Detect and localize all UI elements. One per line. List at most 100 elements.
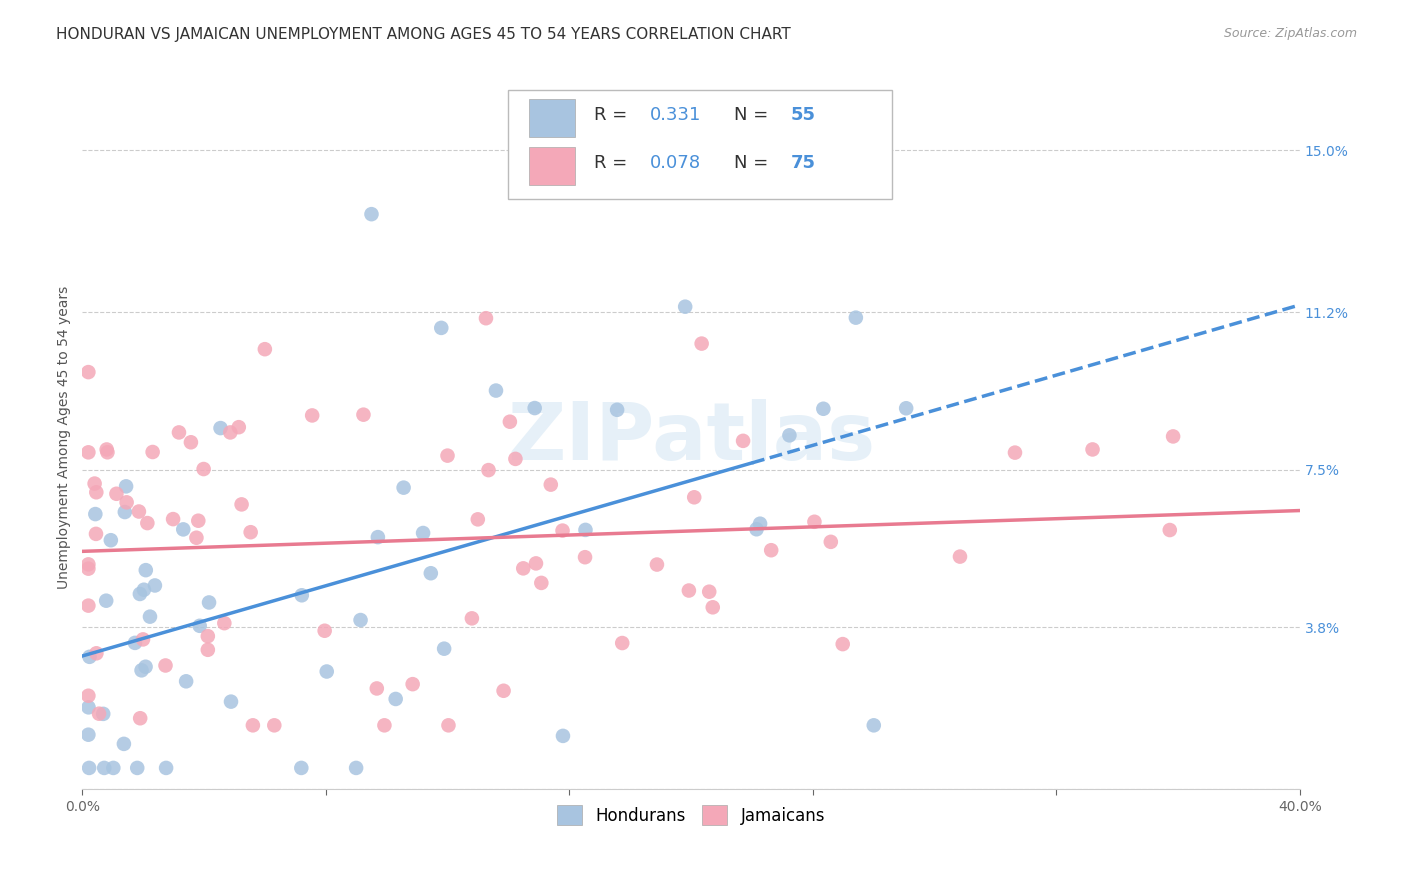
Point [239, 525, 262, 540]
Point [77, 445, 100, 459]
Text: 55: 55 [792, 106, 815, 124]
Point [745, 522, 768, 536]
Point [77, 562, 100, 576]
Point [77, 365, 100, 379]
Point [219, 425, 242, 440]
Point [127, 761, 149, 775]
Point [524, 557, 547, 571]
Point [315, 665, 337, 679]
Point [228, 420, 250, 434]
Point [132, 582, 155, 597]
Point [135, 659, 157, 673]
Point [505, 451, 527, 466]
Point [197, 629, 219, 643]
Point [129, 711, 152, 725]
Point [162, 512, 184, 526]
Point [103, 761, 125, 775]
Point [197, 642, 219, 657]
Point [186, 531, 208, 545]
Point [367, 530, 389, 544]
Point [401, 677, 423, 691]
Text: R =: R = [593, 153, 633, 172]
Point [100, 533, 122, 548]
Text: N =: N = [734, 153, 773, 172]
Point [128, 587, 150, 601]
Point [253, 342, 276, 356]
Point [91, 706, 114, 721]
Point [353, 408, 375, 422]
Point [115, 495, 138, 509]
Text: R =: R = [593, 106, 633, 124]
Point [139, 609, 162, 624]
Point [862, 718, 884, 732]
Point [187, 514, 209, 528]
Text: Source: ZipAtlas.com: Source: ZipAtlas.com [1223, 27, 1357, 40]
Text: N =: N = [734, 106, 773, 124]
Point [77, 558, 100, 572]
Point [93, 761, 115, 775]
Point [477, 463, 499, 477]
Point [83, 476, 105, 491]
FancyBboxPatch shape [529, 99, 575, 137]
Text: 0.331: 0.331 [650, 106, 702, 124]
Point [87, 706, 110, 721]
Point [167, 425, 190, 440]
Point [96, 593, 118, 607]
Point [467, 512, 489, 526]
Point [1081, 442, 1104, 457]
Point [124, 636, 146, 650]
Point [574, 550, 596, 565]
Point [540, 477, 562, 491]
Point [896, 401, 918, 416]
Point [209, 421, 232, 435]
Point [475, 311, 498, 326]
Point [84, 527, 107, 541]
Point [384, 692, 406, 706]
Point [263, 718, 285, 732]
Point [523, 401, 546, 415]
Point [135, 563, 157, 577]
Point [574, 523, 596, 537]
Point [198, 595, 221, 609]
Point [84, 507, 107, 521]
Point [831, 637, 853, 651]
Point [77, 599, 100, 613]
Point [79, 649, 101, 664]
Point [392, 481, 415, 495]
Point [77, 700, 100, 714]
Point [136, 516, 159, 530]
Point [803, 515, 825, 529]
Point [155, 761, 177, 775]
Point [114, 505, 136, 519]
Point [949, 549, 972, 564]
Point [820, 534, 842, 549]
Point [77, 689, 100, 703]
Point [219, 695, 242, 709]
Point [485, 384, 508, 398]
Point [683, 490, 706, 504]
Point [437, 718, 460, 732]
Point [492, 683, 515, 698]
FancyBboxPatch shape [529, 146, 575, 186]
Point [174, 674, 197, 689]
Y-axis label: Unemployment Among Ages 45 to 54 years: Unemployment Among Ages 45 to 54 years [58, 286, 72, 590]
Point [436, 449, 458, 463]
Point [606, 402, 628, 417]
Point [551, 524, 574, 538]
Point [845, 310, 868, 325]
Point [143, 578, 166, 592]
Point [214, 616, 236, 631]
Point [690, 336, 713, 351]
Point [1004, 445, 1026, 459]
Point [131, 663, 153, 677]
Point [115, 479, 138, 493]
Point [188, 619, 211, 633]
Text: HONDURAN VS JAMAICAN UNEMPLOYMENT AMONG AGES 45 TO 54 YEARS CORRELATION CHART: HONDURAN VS JAMAICAN UNEMPLOYMENT AMONG … [56, 27, 792, 42]
Point [349, 613, 371, 627]
Point [530, 575, 553, 590]
Point [301, 409, 323, 423]
Point [360, 207, 382, 221]
Point [344, 761, 367, 775]
Point [761, 543, 783, 558]
Point [645, 558, 668, 572]
